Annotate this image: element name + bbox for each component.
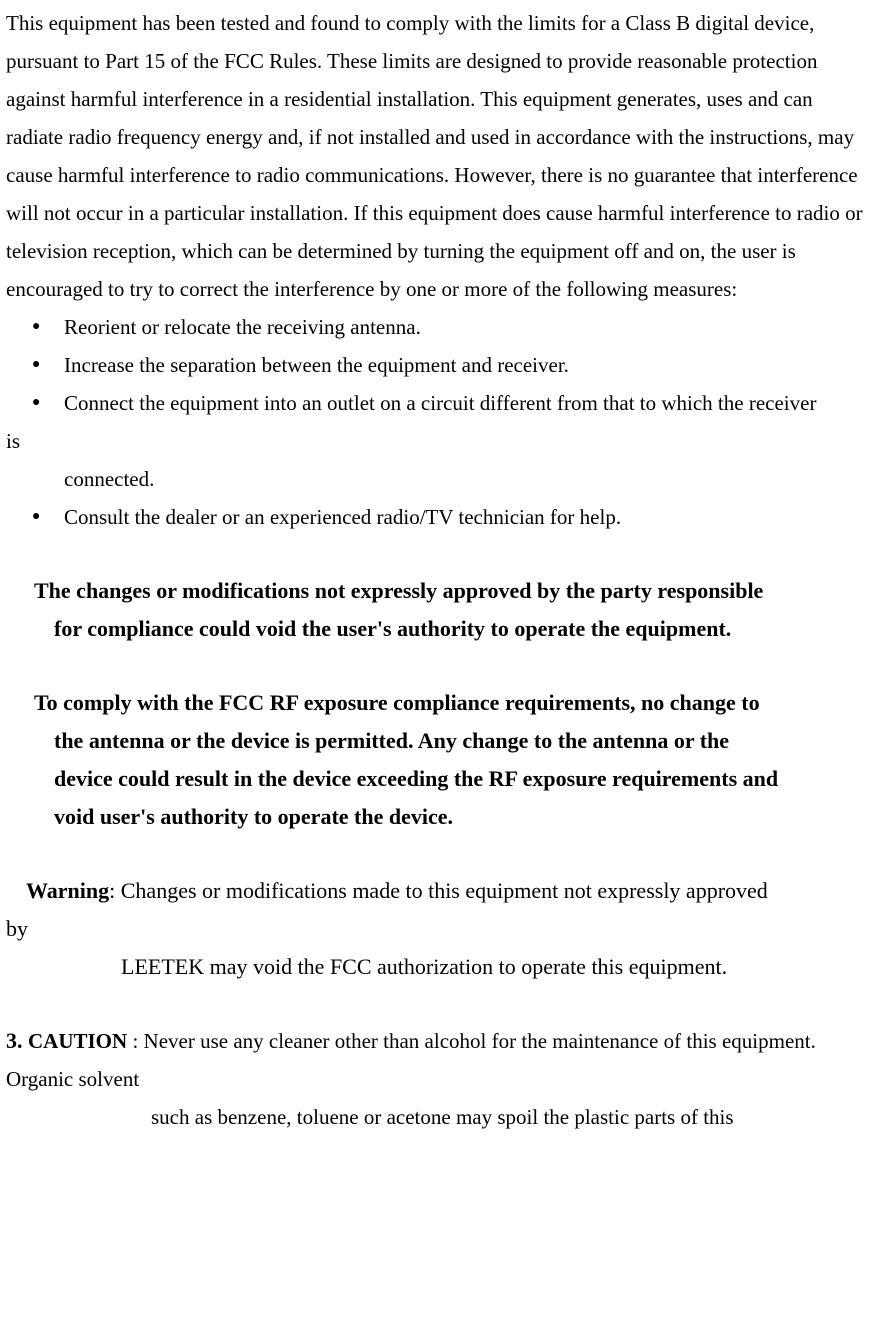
bullet-text: Consult the dealer or an experienced rad… [32, 498, 621, 536]
warning-leetek: LEETEK may void the FCC authorization to… [6, 948, 870, 986]
caution-label: CAUTION [28, 1029, 127, 1053]
intro-text: cause harmful interference to radio comm… [6, 156, 870, 194]
warning-line: Warning: Changes or modifications made t… [6, 872, 870, 910]
rf-notice-bold: To comply with the FCC RF exposure compl… [6, 684, 870, 722]
bullet-text: Connect the equipment into an outlet on … [32, 384, 816, 422]
warning-label: Warning [26, 878, 109, 903]
caution-number: 3. [6, 1028, 28, 1053]
rf-notice-bold: device could result in the device exceed… [6, 760, 870, 798]
spacer [6, 648, 870, 684]
intro-text: This equipment has been tested and found… [6, 4, 870, 42]
spacer [6, 536, 870, 572]
caution-line: 3. CAUTION : Never use any cleaner other… [6, 1022, 870, 1060]
bullet-text: Increase the separation between the equi… [32, 346, 569, 384]
warning-text: : Changes or modifications made to this … [109, 878, 768, 903]
intro-text: radiate radio frequency energy and, if n… [6, 118, 870, 156]
spacer [6, 836, 870, 872]
intro-text: encouraged to try to correct the interfe… [6, 270, 870, 308]
intro-text: will not occur in a particular installat… [6, 194, 870, 232]
bullet-text: Reorient or relocate the receiving anten… [32, 308, 421, 346]
intro-text: pursuant to Part 15 of the FCC Rules. Th… [6, 42, 870, 80]
caution-text: Organic solvent [6, 1060, 870, 1098]
bullet-item: Reorient or relocate the receiving anten… [6, 308, 870, 346]
bullet-item: Connect the equipment into an outlet on … [6, 384, 870, 422]
rf-notice-bold: the antenna or the device is permitted. … [6, 722, 870, 760]
bullet-item: Consult the dealer or an experienced rad… [6, 498, 870, 536]
spacer [6, 986, 870, 1022]
notice-bold: for compliance could void the user's aut… [6, 610, 870, 648]
intro-text: against harmful interference in a reside… [6, 80, 870, 118]
caution-text: Never use any cleaner other than alcohol… [144, 1029, 816, 1053]
caution-cont: such as benzene, toluene or acetone may … [6, 1098, 870, 1136]
rf-notice-bold: void user's authority to operate the dev… [6, 798, 870, 836]
bullet-item: Increase the separation between the equi… [6, 346, 870, 384]
caution-colon: : [127, 1029, 143, 1053]
bullet-wrap: connected. [6, 460, 870, 498]
bullet-wrap: is [6, 422, 870, 460]
notice-bold: The changes or modifications not express… [6, 572, 870, 610]
warning-wrap: by [6, 910, 870, 948]
intro-text: television reception, which can be deter… [6, 232, 870, 270]
